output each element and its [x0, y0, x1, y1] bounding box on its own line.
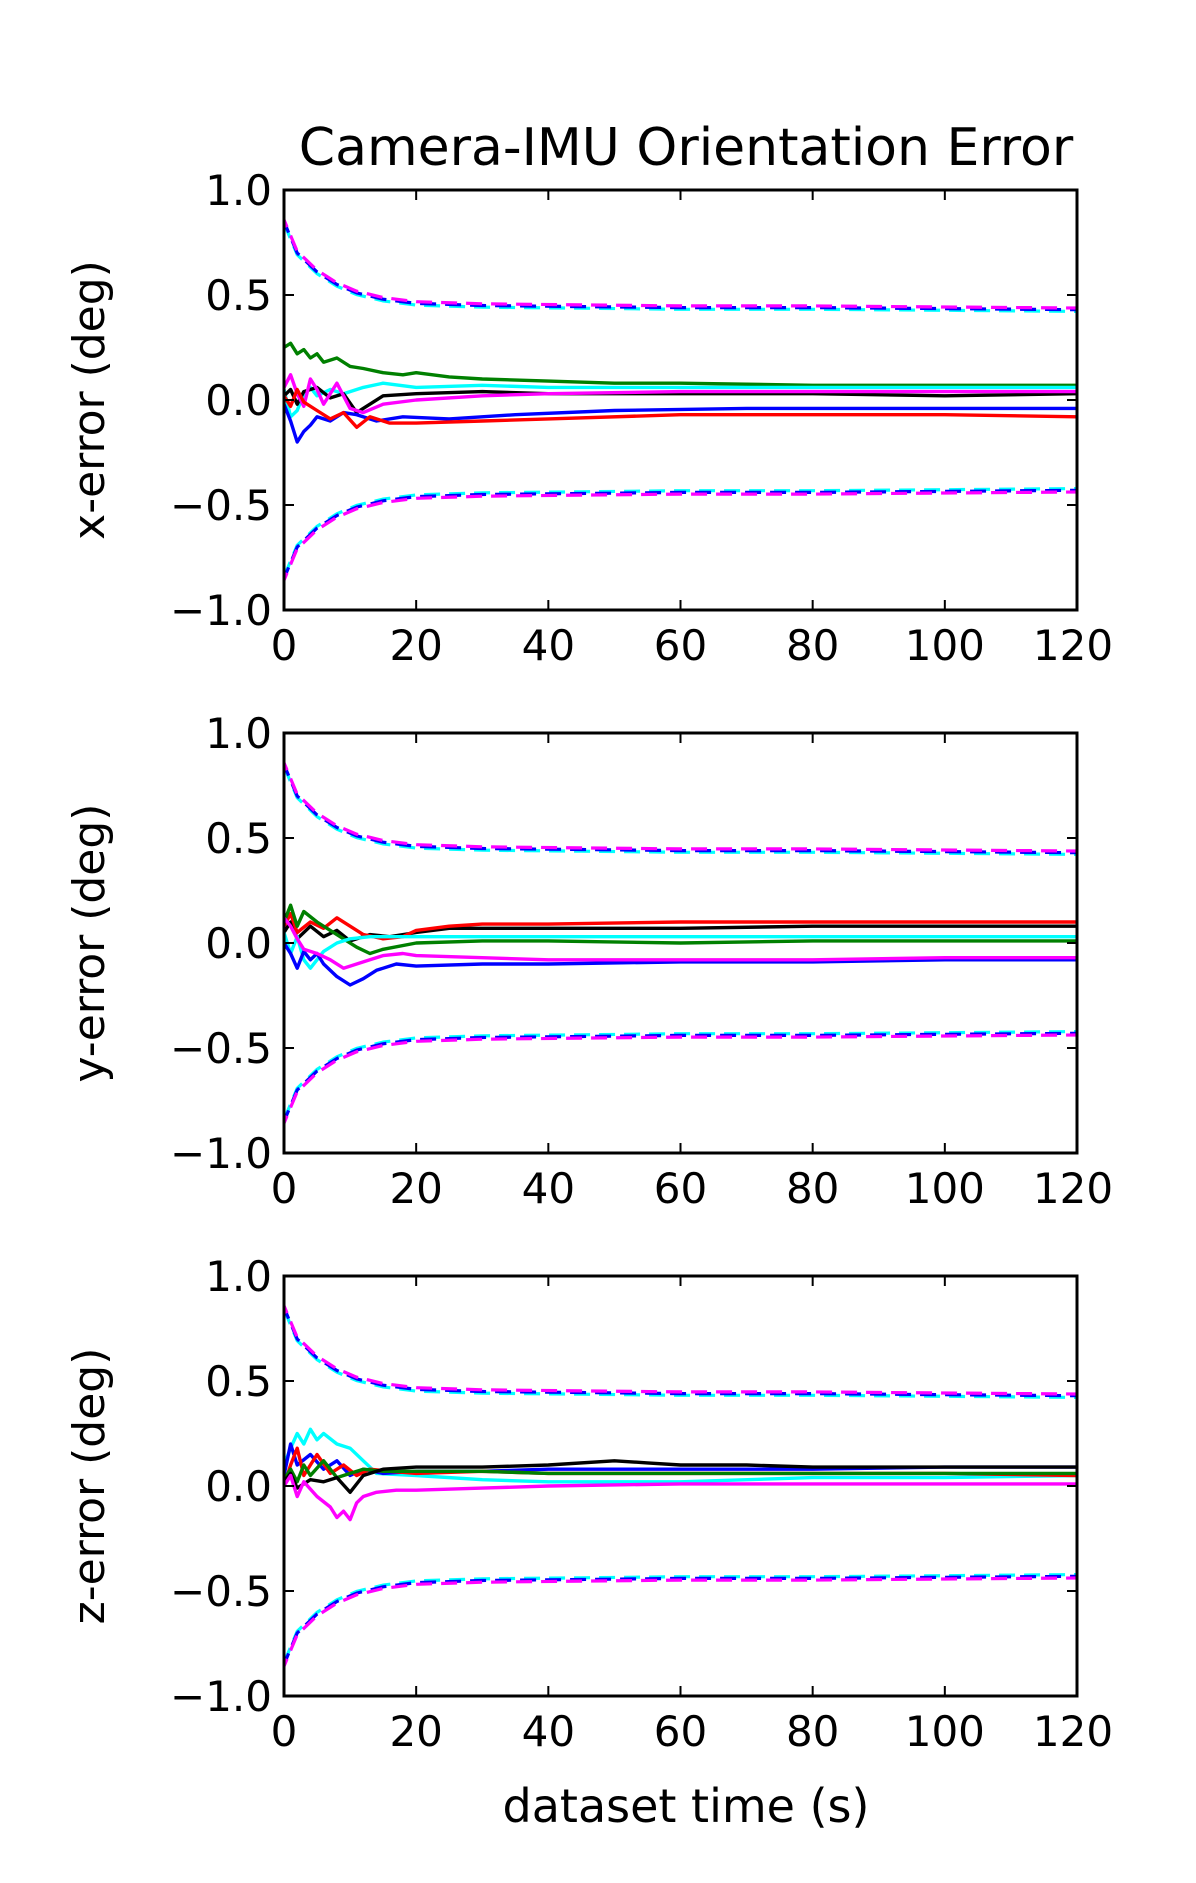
blue-bound-lower [284, 1574, 1077, 1666]
bound-lines [284, 762, 1077, 1124]
x-tick-label: 80 [786, 1164, 839, 1213]
y-tick-label: −0.5 [170, 1567, 272, 1616]
subplot-3: 0 20 40 60 80 100 120 1.0 0.5 0.0 −0.5 −1.0 z-error … [64, 1252, 1113, 1756]
x-tick-label: 60 [654, 621, 707, 670]
series-magenta [284, 373, 1077, 415]
y-tick-label: 0.5 [205, 814, 272, 863]
x-tick-label: 80 [786, 1707, 839, 1756]
magenta-bound-upper [284, 1305, 1077, 1396]
magenta-bound-upper [284, 762, 1077, 853]
x-tick-label: 0 [271, 1707, 298, 1756]
x-tick-label: 120 [1033, 621, 1113, 670]
subplot-2: 0 20 40 60 80 100 120 1.0 0.5 0.0 −0.5 −1.0 y-error … [64, 709, 1113, 1213]
series-cyan [284, 931, 1077, 970]
blue-bound-lower [284, 488, 1077, 580]
x-axis-label: dataset time (s) [503, 1779, 870, 1833]
chart-title: Camera-IMU Orientation Error [299, 118, 1074, 178]
error-series [284, 903, 1077, 987]
x-tick-label: 60 [654, 1164, 707, 1213]
subplot-1: 0 20 40 60 80 100 120 1.0 0.5 0.0 −0.5 −1.0 x-error … [64, 166, 1113, 670]
y-axis-label: x-error (deg) [64, 260, 115, 540]
x-tick-label: 20 [389, 1164, 442, 1213]
blue-bound-upper [284, 1306, 1077, 1398]
y-axis-label: z-error (deg) [64, 1348, 115, 1625]
x-tick-label: 60 [654, 1707, 707, 1756]
x-tick-label: 100 [905, 1164, 985, 1213]
y-tick-label: 0.5 [205, 1357, 272, 1406]
magenta-bound-upper [284, 219, 1077, 310]
y-tick-label: −1.0 [170, 1672, 272, 1721]
magenta-bound-lower [284, 490, 1077, 581]
x-tick-label: 40 [522, 1707, 575, 1756]
bound-lines [284, 1305, 1077, 1667]
magenta-bound-lower [284, 1576, 1077, 1667]
y-tick-label: 1.0 [205, 166, 272, 215]
y-tick-label: −1.0 [170, 1129, 272, 1178]
y-tick-label: 1.0 [205, 1252, 272, 1301]
x-tick-label: 20 [389, 621, 442, 670]
series-green [284, 341, 1077, 387]
bound-lines [284, 219, 1077, 581]
series-green [284, 1459, 1077, 1484]
y-tick-label: 0.0 [205, 1462, 272, 1511]
y-tick-label: 1.0 [205, 709, 272, 758]
blue-bound-lower [284, 1031, 1077, 1123]
y-tick-label: 0.5 [205, 271, 272, 320]
subplots: 0 20 40 60 80 100 120 1.0 0.5 0.0 −0.5 −1.0 x-error … [64, 166, 1113, 1756]
y-tick-label: −1.0 [170, 586, 272, 635]
blue-bound-upper [284, 763, 1077, 855]
series-magenta [284, 916, 1077, 970]
cyan-bound-upper [284, 1308, 1077, 1399]
x-tick-label: 40 [522, 621, 575, 670]
error-series [284, 341, 1077, 444]
cyan-bound-upper [284, 765, 1077, 856]
series-magenta [284, 1473, 1077, 1522]
cyan-bound-lower [284, 1030, 1077, 1121]
series-blue [284, 942, 1077, 987]
y-tick-label: −0.5 [170, 1024, 272, 1073]
y-tick-label: −0.5 [170, 481, 272, 530]
x-tick-label: 100 [905, 1707, 985, 1756]
cyan-bound-upper [284, 222, 1077, 313]
error-series [284, 1427, 1077, 1522]
series-red [284, 387, 1077, 429]
x-tick-label: 100 [905, 621, 985, 670]
x-tick-label: 80 [786, 621, 839, 670]
x-tick-label: 0 [271, 1164, 298, 1213]
x-tick-label: 0 [271, 621, 298, 670]
magenta-bound-lower [284, 1033, 1077, 1124]
plot-area [284, 1276, 1077, 1696]
blue-bound-upper [284, 220, 1077, 312]
cyan-bound-lower [284, 487, 1077, 578]
series-cyan [284, 1427, 1077, 1484]
y-tick-label: 0.0 [205, 376, 272, 425]
cyan-bound-lower [284, 1573, 1077, 1664]
x-tick-label: 40 [522, 1164, 575, 1213]
y-tick-label: 0.0 [205, 919, 272, 968]
y-axis-label: y-error (deg) [64, 804, 115, 1083]
x-tick-label: 120 [1033, 1164, 1113, 1213]
x-tick-label: 20 [389, 1707, 442, 1756]
series-green [284, 903, 1077, 956]
series-black [284, 1459, 1077, 1495]
x-tick-label: 120 [1033, 1707, 1113, 1756]
